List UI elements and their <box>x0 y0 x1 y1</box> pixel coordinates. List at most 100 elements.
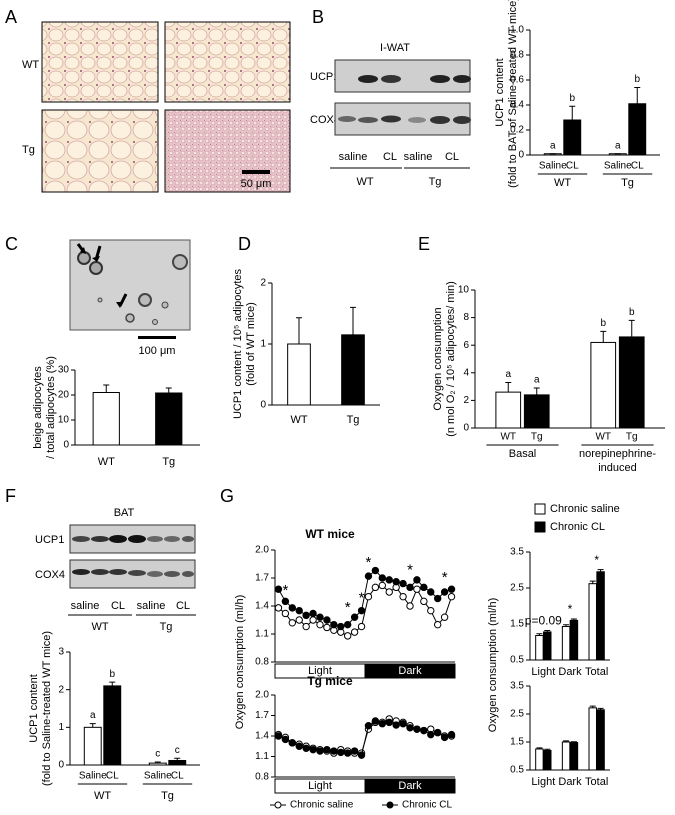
error-bar <box>109 681 116 686</box>
data-point <box>406 583 414 592</box>
y-tick-label: 30 <box>58 365 70 376</box>
data-point <box>350 747 359 755</box>
data-point <box>371 717 380 725</box>
lane-label: saline <box>71 600 100 612</box>
y-axis-label: (fold to Saline-treated WT mice) <box>41 631 53 786</box>
error-bar <box>89 723 96 728</box>
data-point <box>309 745 317 754</box>
data-point <box>357 751 366 759</box>
data-point <box>385 718 393 727</box>
chart-title: Tg mice <box>307 674 353 688</box>
lane-label: CL <box>176 600 190 612</box>
data-point <box>420 726 428 735</box>
x-tick-label: CL <box>631 161 644 172</box>
data-point <box>316 620 324 629</box>
y-tick-label: 0 <box>260 400 266 411</box>
x-tick-label: Tg <box>162 456 175 468</box>
western-blot <box>334 59 471 136</box>
y-axis-label: Oxygen consumption (ml/h) <box>234 595 246 730</box>
phase-label: Dark <box>398 780 422 792</box>
data-point <box>281 735 290 744</box>
error-bar <box>154 761 161 764</box>
error-bar <box>544 629 551 632</box>
bar <box>563 119 582 156</box>
data-point <box>302 744 310 752</box>
data-point <box>378 720 387 728</box>
bar <box>148 762 167 766</box>
data-point <box>295 616 303 624</box>
data-point <box>274 585 283 593</box>
row-label: WT <box>22 59 39 71</box>
bar <box>561 626 571 661</box>
y-tick-label: 0.2 <box>510 125 524 136</box>
phase-bar <box>364 778 456 794</box>
data-point <box>420 583 428 592</box>
annotation: b <box>629 307 635 318</box>
error-bar <box>296 317 302 344</box>
annotation: b <box>109 669 115 680</box>
data-point <box>440 613 449 621</box>
protein-label: UCP1 <box>35 534 64 546</box>
annotation: * <box>282 582 288 599</box>
group-label: WT <box>554 177 571 189</box>
y-tick-label: 20 <box>58 390 70 401</box>
data-point <box>323 616 331 624</box>
panel-letter: C <box>5 234 18 254</box>
bar <box>569 619 579 661</box>
phase-bar <box>364 663 456 679</box>
annotation: b <box>600 318 606 329</box>
lane-label: saline <box>404 151 433 163</box>
y-tick-label: 1.1 <box>255 751 269 762</box>
x-tick-label: CL <box>106 771 119 782</box>
micrograph <box>164 109 291 193</box>
annotation: a <box>90 710 96 721</box>
group-label: Tg <box>429 176 442 188</box>
y-tick-label: 3 <box>58 647 64 658</box>
micrograph <box>41 109 159 193</box>
data-point <box>433 728 442 737</box>
error-bar <box>634 87 641 104</box>
x-tick-label: Dark <box>558 666 582 678</box>
data-point <box>316 747 324 755</box>
annotation: a <box>615 140 621 151</box>
annotation: * <box>568 602 573 616</box>
x-tick-label: Total <box>585 666 608 678</box>
group-label: Tg <box>621 177 634 189</box>
data-point <box>371 566 380 575</box>
data-point <box>385 588 393 596</box>
data-point <box>274 732 283 740</box>
bar <box>588 583 597 661</box>
x-tick-label: CL <box>171 771 184 782</box>
data-point <box>433 620 442 629</box>
group-label: WT <box>91 621 108 633</box>
bar <box>495 391 522 429</box>
phase-label: Dark <box>398 665 422 677</box>
panel-letter: B <box>312 7 324 27</box>
data-point <box>288 619 297 627</box>
data-point <box>302 611 310 620</box>
western-blot <box>69 524 196 589</box>
data-point <box>350 613 359 621</box>
data-point <box>378 574 387 582</box>
data-point <box>316 613 324 621</box>
bar <box>628 103 647 156</box>
legend-label: Chronic saline <box>550 503 620 515</box>
data-point <box>330 747 338 755</box>
data-point <box>337 622 345 631</box>
annotation: c <box>175 745 180 756</box>
lane-label: CL <box>383 151 397 163</box>
lane-label: saline <box>339 151 368 163</box>
data-point <box>309 609 317 618</box>
y-tick-label: 0.4 <box>510 100 524 111</box>
x-tick-label: WT <box>595 432 611 443</box>
data-point <box>385 576 393 584</box>
x-tick-label: Light <box>531 776 555 788</box>
micrograph <box>41 21 159 103</box>
error-bar <box>600 330 607 343</box>
y-tick-label: 1.7 <box>255 710 269 721</box>
data-point <box>413 585 421 593</box>
data-point <box>371 583 380 592</box>
y-tick-label: 1.5 <box>510 737 524 748</box>
micrograph <box>69 239 191 331</box>
bar <box>590 341 617 429</box>
